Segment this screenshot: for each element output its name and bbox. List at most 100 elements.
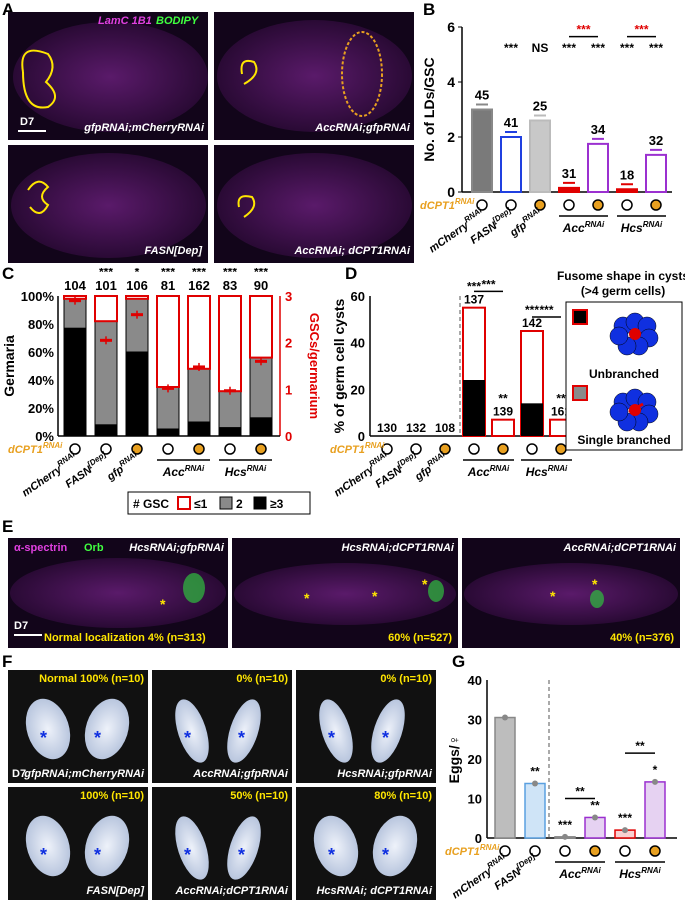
y-tick-label: 40 [351,336,365,351]
bar-segment [125,298,149,353]
bar [644,781,666,839]
dcpt1-marker [505,199,517,211]
ovary [18,693,78,765]
dcpt1-marker [224,443,236,455]
y-tick-label: 0 [358,429,365,444]
ovary-photo: * * 100% (n=10) FASN[Dep] [8,787,148,900]
legend-lamc: LamC 1B1 [98,15,152,27]
data-point [532,780,538,787]
ovary-photo: * * 0% (n=10) HcsRNAi;gfpRNAi [296,670,436,783]
bar [584,816,606,839]
data-point [622,827,628,834]
dcpt1-marker [162,443,174,455]
ovary-photo: * * 80% (n=10) HcsRNAi; dCPT1RNAi [296,787,436,900]
ovary [306,810,366,882]
y-tick-label: 0 [475,831,482,846]
legend-label: Unbranched [589,367,659,381]
y-tick-label: 0 [447,184,455,200]
ovary [312,695,360,767]
stat: 80% (n=10) [374,790,432,802]
significance: *** [525,303,539,317]
n-label: 162 [188,278,210,293]
ovary [168,695,216,767]
stat: Normal localization 4% (n=313) [44,632,206,644]
row-label: dCPT1RNAi [420,197,475,212]
y2-tick-label: 3 [285,289,292,304]
n-label: 18 [620,167,634,182]
panel-label-d: D [345,264,358,283]
caption: AccRNAi; dCPT1RNAi [294,245,410,257]
legend-swatch [219,496,233,510]
cyst-cell [609,326,629,346]
dcpt1-marker [497,443,509,455]
significance: *** [223,268,237,279]
bar-single-branched [491,418,515,438]
n-label: 106 [126,278,148,293]
gsc-outline [21,49,56,109]
gsc-outline [27,180,50,214]
y-tick-label: 60% [28,345,54,360]
data-point [502,714,508,721]
significance: *** [591,41,605,55]
caption: FASN[Dep] [144,245,202,257]
dcpt1-marker [650,199,662,211]
significance: *** [620,41,634,55]
group-label: HcsRNAi [621,220,663,235]
data-point [592,814,598,821]
legend-label: Single branched [577,433,670,447]
significance: ** [556,392,566,406]
scale-label: D7 [14,620,29,632]
bar-segment [218,390,242,429]
egg-marker: * [94,728,102,748]
n-label: 132 [406,421,426,435]
orb-signal [183,573,205,603]
y-tick-label: 80% [28,317,54,332]
significance: * [653,763,658,777]
y2-axis-label: GSCs/germarium [307,313,322,419]
bar-segment [218,427,242,437]
tissue [464,563,678,625]
orb-signal [590,590,604,608]
significance: * [135,268,140,279]
y-tick-label: 40 [468,673,482,688]
n-label: 90 [254,278,268,293]
dcpt1-marker [534,199,546,211]
n-label: 139 [493,405,513,419]
group-label: AccRNAi [467,464,510,479]
significance: *** [504,41,518,55]
n-label: 81 [161,278,175,293]
chart-c: 0% 20% 40% 60% 80% 100% 0 1 2 3 Germaria GSCs/germa… [1,268,322,515]
egg-marker: * [238,728,246,748]
dcpt1-marker [100,443,112,455]
y2-tick-label: 2 [285,336,292,351]
egg-marker: * [328,728,336,748]
cyst-cell [609,402,629,422]
egg-marker: * [382,845,390,865]
dcpt1-marker [381,443,393,455]
bar [524,782,546,839]
dcpt1-marker [255,443,267,455]
caption: AccRNAi;gfpRNAi [193,768,288,780]
panel-label-f: F [2,652,13,671]
gsc-outline [237,195,256,218]
y-tick-label: 0% [35,429,54,444]
chart-b: 0 2 4 6 No. of LDs/GSC 45 41 *** 25 NS 31 *** 34 *** 1… [420,19,672,255]
dcpt1-marker [559,845,571,857]
ovary-photo: * * Normal 100% (n=10) gfpRNAi;mCherryRNAi D… [8,670,148,783]
stat: 60% (n=527) [388,632,452,644]
legend-swatch [253,496,267,510]
bar-segment [218,295,242,393]
y-tick-label: 20 [351,382,365,397]
bar-segment [156,428,180,437]
bar-segment [156,386,180,430]
y-tick-label: 4 [447,74,455,90]
significance: ** [498,392,508,406]
y-axis-label: Germaria [1,335,17,397]
egg-marker: * [184,845,192,865]
row-label: dCPT1RNAi [445,843,500,858]
significance: *** [481,277,495,291]
bar [587,142,609,193]
bar-segment [249,357,273,419]
caption: HcsRNAi;dCPT1RNAi [341,542,454,554]
